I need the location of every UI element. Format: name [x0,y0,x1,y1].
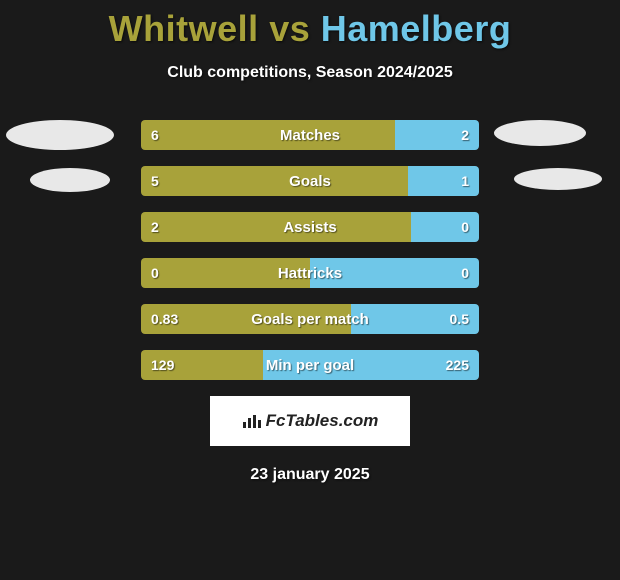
stat-bar-row: 51Goals [141,166,479,196]
stat-bar-right-segment: 1 [408,166,479,196]
stat-value-left: 5 [151,173,159,189]
stat-bar-right-segment: 225 [263,350,479,380]
stat-bar-left-segment: 0 [141,258,310,288]
team-logo-placeholder [6,120,114,150]
stat-value-left: 129 [151,357,174,373]
team-logo-placeholder [514,168,602,190]
stat-bar-left-segment: 6 [141,120,395,150]
stat-bar-left-segment: 0.83 [141,304,351,334]
team-logo-placeholder [494,120,586,146]
date-label: 23 january 2025 [0,466,620,484]
stat-bar-left-segment: 5 [141,166,408,196]
stat-value-right: 2 [461,127,469,143]
team-logo-placeholder [30,168,110,192]
stat-bar-row: 00Hattricks [141,258,479,288]
stat-bar-left-segment: 2 [141,212,411,242]
brand-box: FcTables.com [210,396,410,446]
title-vs: vs [269,8,310,49]
stat-value-right: 0.5 [450,311,469,327]
subtitle: Club competitions, Season 2024/2025 [0,64,620,82]
stat-value-left: 2 [151,219,159,235]
stat-value-left: 0 [151,265,159,281]
stat-value-right: 225 [446,357,469,373]
title-player1: Whitwell [109,8,259,49]
stat-bar-row: 62Matches [141,120,479,150]
stat-bar-row: 0.830.5Goals per match [141,304,479,334]
stat-bar-left-segment: 129 [141,350,263,380]
comparison-area: 62Matches51Goals20Assists00Hattricks0.83… [0,120,620,380]
page-title: Whitwell vs Hamelberg [0,0,620,50]
stat-bar-right-segment: 0.5 [351,304,479,334]
stat-value-left: 6 [151,127,159,143]
title-player2: Hamelberg [321,8,512,49]
chart-icon [242,413,262,429]
stat-bar-right-segment: 0 [310,258,479,288]
stat-bar-right-segment: 2 [395,120,480,150]
stat-bar-row: 20Assists [141,212,479,242]
stat-value-right: 0 [461,219,469,235]
stat-value-right: 1 [461,173,469,189]
stat-value-left: 0.83 [151,311,178,327]
brand-text: FcTables.com [266,411,379,431]
stat-value-right: 0 [461,265,469,281]
stat-bar-right-segment: 0 [411,212,479,242]
stat-bar-row: 129225Min per goal [141,350,479,380]
stat-bars: 62Matches51Goals20Assists00Hattricks0.83… [141,120,479,380]
